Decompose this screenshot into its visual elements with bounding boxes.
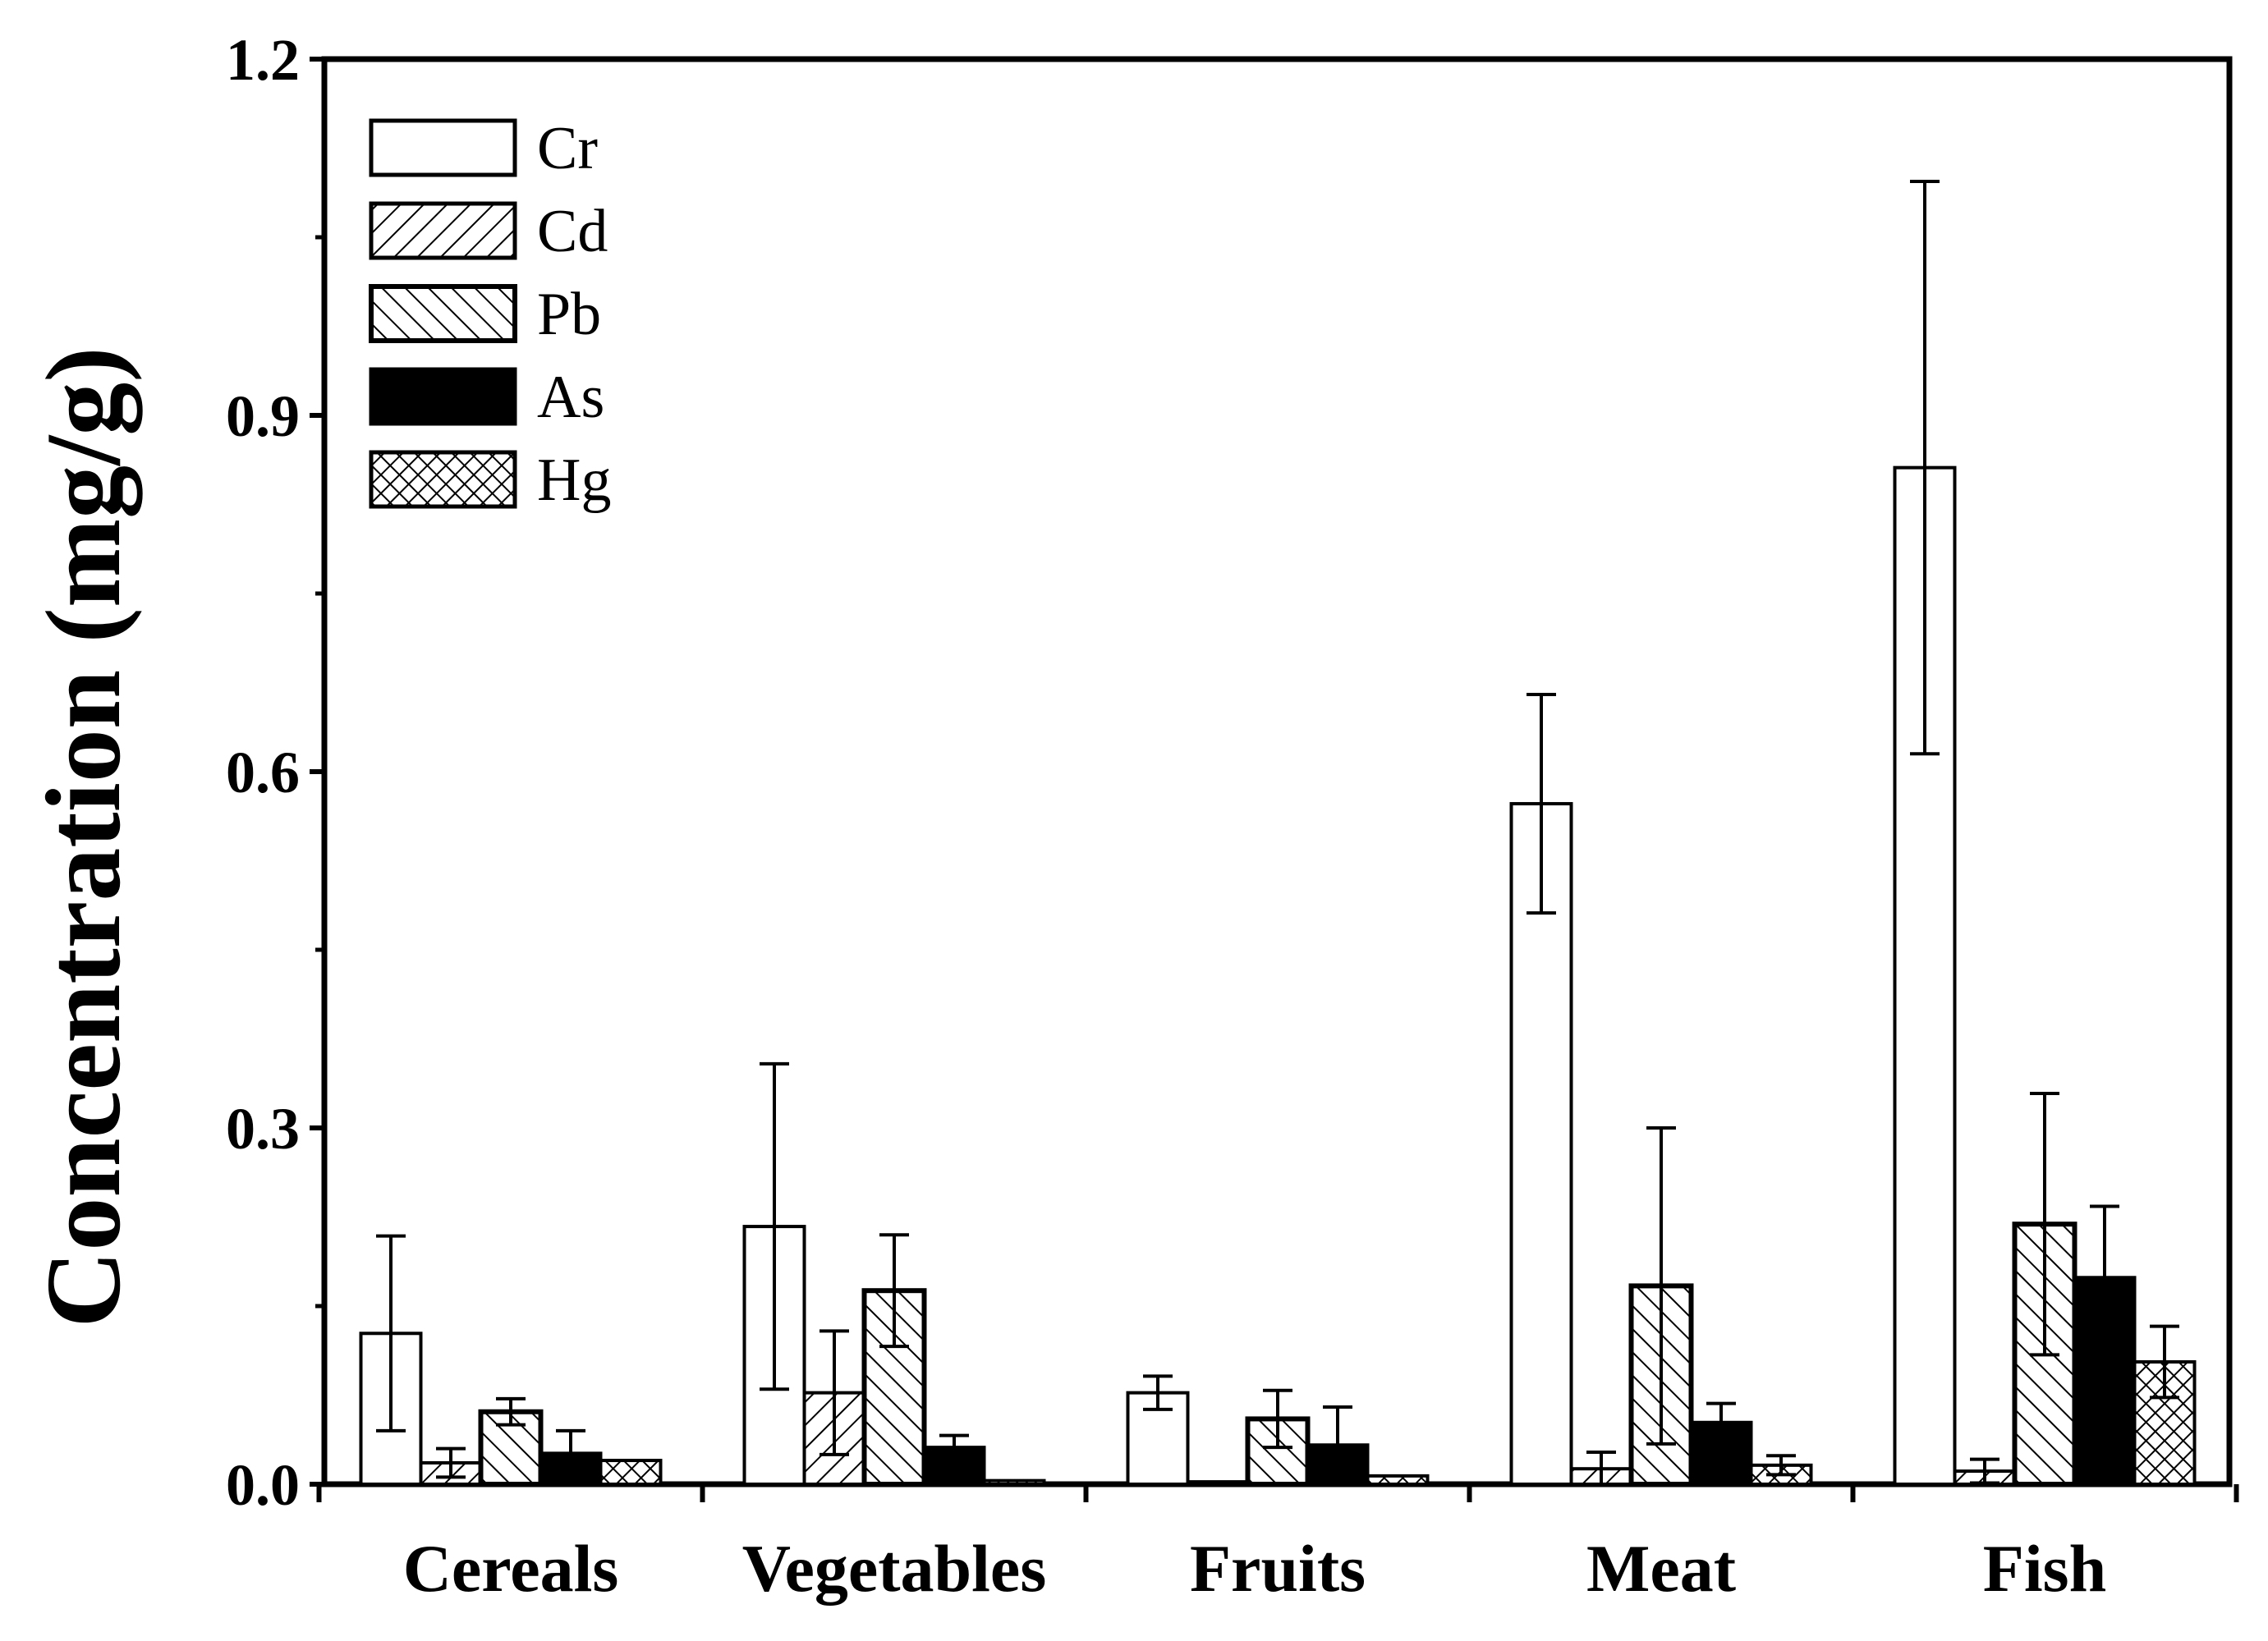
bar-cd: [1186, 1480, 1250, 1487]
x-category-label: Meat: [1586, 1531, 1736, 1606]
y-tick-label: 0.0: [226, 1452, 300, 1518]
y-axis-title: Concentration (mg/g): [25, 346, 143, 1327]
legend-label: Cr: [537, 115, 598, 182]
y-tick-label: 0.6: [226, 740, 300, 805]
y-tick-label: 0.9: [226, 383, 300, 449]
legend-label: Pb: [537, 281, 601, 348]
bars-layer: [359, 465, 2197, 1487]
legend-swatch-pb: [369, 284, 517, 343]
x-category-label: Vegetables: [742, 1531, 1046, 1606]
legend-swatch-cr: [369, 118, 517, 177]
x-axis: Cereals Vegetables Fruits Meat Fish: [316, 1484, 2239, 1606]
y-tick-label: 1.2: [226, 27, 300, 93]
legend-label: As: [537, 364, 604, 431]
error-bars-layer: [376, 180, 2179, 1487]
legend-swatch-hg: [369, 450, 517, 509]
x-category-label: Cereals: [403, 1531, 619, 1606]
x-category-label: Fruits: [1190, 1531, 1366, 1606]
legend-label: Cd: [537, 198, 608, 265]
legend-label: Hg: [537, 447, 611, 514]
bar-hg: [982, 1478, 1046, 1487]
bar-hg: [1366, 1474, 1430, 1486]
legend-swatch-cd: [369, 201, 517, 260]
bar-cr: [1509, 802, 1573, 1486]
bar-hg: [599, 1459, 663, 1486]
y-tick-label: 0.3: [226, 1096, 300, 1162]
x-category-label: Fish: [1983, 1531, 2106, 1606]
legend-swatch-as: [369, 367, 517, 426]
y-axis: 0.0 0.3 0.6 0.9 1.2: [226, 27, 324, 1518]
legend: Cr Cd Pb As Hg: [369, 115, 611, 514]
